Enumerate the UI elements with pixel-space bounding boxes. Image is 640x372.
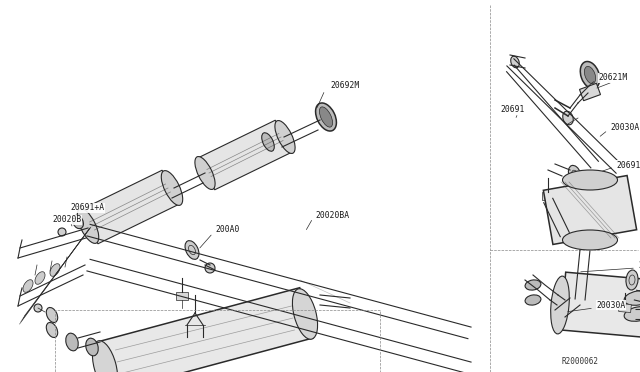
Ellipse shape	[195, 157, 215, 189]
Ellipse shape	[584, 66, 596, 84]
Ellipse shape	[525, 280, 541, 290]
Bar	[81, 170, 179, 244]
Ellipse shape	[624, 307, 640, 321]
Ellipse shape	[292, 289, 317, 339]
Ellipse shape	[46, 308, 58, 323]
Text: R2000062: R2000062	[562, 357, 599, 366]
Ellipse shape	[161, 171, 182, 205]
Ellipse shape	[568, 166, 582, 185]
Bar	[579, 83, 600, 101]
Ellipse shape	[580, 61, 600, 89]
Ellipse shape	[34, 304, 42, 312]
Text: 20020BA: 20020BA	[315, 211, 349, 219]
Ellipse shape	[319, 107, 333, 127]
Text: 20651MA: 20651MA	[638, 260, 640, 269]
Bar	[542, 192, 554, 200]
Ellipse shape	[46, 323, 58, 337]
Ellipse shape	[66, 333, 78, 351]
Ellipse shape	[283, 296, 297, 314]
Bar	[176, 292, 188, 300]
Ellipse shape	[23, 280, 33, 292]
Ellipse shape	[563, 111, 573, 125]
Ellipse shape	[316, 103, 337, 131]
Ellipse shape	[72, 215, 83, 229]
Ellipse shape	[626, 270, 638, 290]
Ellipse shape	[550, 276, 570, 334]
Ellipse shape	[563, 230, 618, 250]
Ellipse shape	[86, 338, 99, 356]
Text: 20691: 20691	[616, 160, 640, 170]
Text: 20692M: 20692M	[330, 81, 359, 90]
Ellipse shape	[262, 133, 275, 151]
Text: 20030A: 20030A	[596, 301, 625, 310]
Bar	[561, 272, 640, 338]
Ellipse shape	[77, 209, 99, 243]
Text: 20691: 20691	[500, 106, 524, 115]
Ellipse shape	[511, 56, 519, 68]
Ellipse shape	[205, 263, 215, 273]
Bar	[619, 304, 631, 312]
Ellipse shape	[50, 264, 60, 276]
Text: 200A0: 200A0	[215, 225, 239, 234]
Ellipse shape	[58, 228, 66, 236]
Ellipse shape	[563, 170, 618, 190]
Bar	[199, 120, 291, 190]
Ellipse shape	[624, 291, 640, 305]
Bar	[543, 176, 637, 244]
Ellipse shape	[92, 341, 118, 372]
Text: 20030A: 20030A	[610, 124, 639, 132]
Ellipse shape	[275, 121, 295, 154]
Ellipse shape	[185, 241, 199, 259]
Bar	[97, 288, 313, 372]
Text: 20621M: 20621M	[598, 74, 627, 83]
Ellipse shape	[525, 295, 541, 305]
Text: 20691+A: 20691+A	[70, 203, 104, 212]
Text: 20020B: 20020B	[52, 215, 81, 224]
Ellipse shape	[35, 272, 45, 284]
